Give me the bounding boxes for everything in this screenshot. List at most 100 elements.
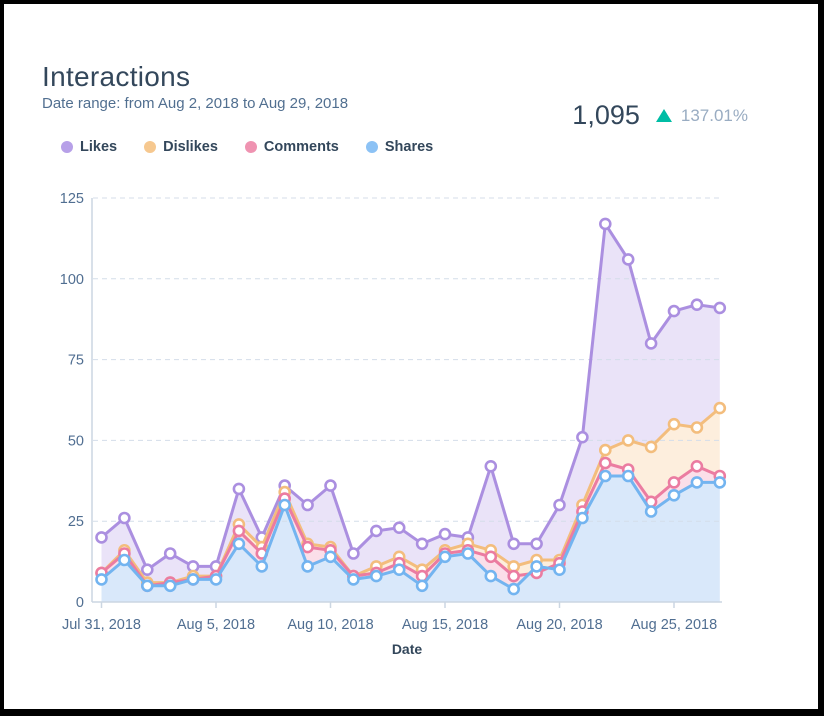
dislikes-point-26[interactable]	[690, 421, 704, 434]
shares-line	[100, 474, 722, 591]
shares-point-2[interactable]	[141, 579, 154, 593]
shares-point-27[interactable]	[713, 476, 727, 489]
likes-point-9[interactable]	[301, 498, 314, 512]
y-tick-label: 75	[68, 353, 84, 369]
shares-point-3[interactable]	[163, 579, 177, 593]
legend-label: Likes	[80, 139, 118, 155]
likes-point-15[interactable]	[438, 527, 452, 541]
likes-point-22[interactable]	[598, 217, 612, 231]
legend-item-likes[interactable]: Likes	[61, 139, 117, 155]
likes-point-17[interactable]	[484, 459, 498, 473]
increase-arrow-icon	[655, 109, 672, 122]
likes-point-24[interactable]	[644, 337, 658, 350]
comments-point-17[interactable]	[484, 550, 498, 564]
likes-point-19[interactable]	[530, 537, 543, 551]
shares-point-11[interactable]	[347, 573, 360, 586]
likes-point-27[interactable]	[713, 301, 727, 315]
shares-point-16[interactable]	[461, 547, 475, 560]
shares-point-21[interactable]	[576, 511, 589, 525]
shares-point-1[interactable]	[118, 553, 131, 567]
shares-point-14[interactable]	[415, 579, 429, 593]
likes-point-1[interactable]	[118, 511, 131, 525]
comments-point-6[interactable]	[232, 524, 246, 538]
date-range-subtitle: Date range: from Aug 2, 2018 to Aug 29, …	[42, 95, 349, 112]
y-tick-label: 125	[60, 191, 84, 207]
comments-point-26[interactable]	[690, 459, 704, 473]
interactions-chart[interactable]: Jul 31, 2018 Aug 5, 2018 Aug 10, 2018 Aug 1…	[4, 174, 824, 674]
x-tick-label: Jul 31, 2018	[62, 617, 141, 633]
legend-label: Shares	[384, 139, 434, 155]
x-axis-title: Date	[391, 641, 423, 657]
likes-area-fill	[101, 223, 720, 583]
likes-point-26[interactable]	[690, 298, 704, 311]
shares-point-4[interactable]	[186, 573, 200, 586]
dislikes-point-22[interactable]	[598, 443, 612, 457]
shares-legend-dot-icon	[365, 141, 378, 153]
likes-point-25[interactable]	[667, 304, 681, 318]
shares-point-7[interactable]	[255, 560, 269, 573]
x-tick-label: Aug 15, 2018	[402, 617, 488, 633]
comments-point-22[interactable]	[598, 456, 612, 470]
comments-point-18[interactable]	[507, 569, 521, 583]
shares-point-19[interactable]	[530, 560, 543, 573]
legend-item-shares[interactable]: Shares	[365, 139, 434, 155]
legend-label: Dislikes	[163, 139, 218, 155]
x-tick-label: Aug 5, 2018	[177, 617, 255, 633]
shares-point-6[interactable]	[232, 537, 246, 551]
shares-point-8[interactable]	[278, 498, 292, 512]
shares-point-10[interactable]	[324, 550, 337, 564]
comments-point-25[interactable]	[667, 476, 681, 489]
legend-label: Comments	[263, 139, 339, 155]
likes-legend-dot-icon	[61, 141, 73, 153]
likes-point-20[interactable]	[553, 498, 566, 512]
dislikes-point-27[interactable]	[713, 401, 727, 415]
dislikes-point-24[interactable]	[644, 440, 658, 454]
y-tick-label: 100	[60, 272, 84, 288]
likes-point-0[interactable]	[95, 531, 108, 544]
likes-point-10[interactable]	[324, 479, 337, 492]
shares-point-26[interactable]	[690, 476, 704, 489]
likes-point-3[interactable]	[163, 547, 177, 560]
shares-point-9[interactable]	[301, 560, 314, 573]
shares-point-15[interactable]	[438, 550, 452, 564]
total-value: 1,095	[572, 100, 640, 130]
shares-point-25[interactable]	[667, 488, 681, 502]
y-tick-label: 25	[68, 514, 84, 530]
shares-point-13[interactable]	[392, 563, 406, 577]
chart-legend: Likes Dislikes Comments Shares	[61, 139, 433, 155]
legend-item-dislikes[interactable]: Dislikes	[144, 139, 218, 155]
page-title: Interactions	[42, 60, 191, 92]
comments-legend-dot-icon	[244, 141, 257, 153]
likes-point-23[interactable]	[621, 253, 635, 266]
comments-point-9[interactable]	[301, 540, 314, 554]
legend-item-comments[interactable]: Comments	[244, 139, 339, 155]
likes-point-11[interactable]	[347, 547, 360, 560]
shares-point-23[interactable]	[621, 469, 635, 483]
shares-point-5[interactable]	[209, 573, 223, 586]
y-tick-label: 0	[76, 595, 84, 611]
likes-point-21[interactable]	[576, 430, 589, 444]
likes-point-12[interactable]	[369, 524, 383, 538]
dislikes-point-25[interactable]	[667, 417, 681, 431]
dislikes-point-23[interactable]	[621, 434, 635, 447]
shares-point-12[interactable]	[369, 569, 383, 583]
likes-point-2[interactable]	[141, 563, 154, 577]
likes-point-14[interactable]	[415, 537, 429, 551]
area-chart-canvas[interactable]: Jul 31, 2018 Aug 5, 2018 Aug 10, 2018 Aug 1…	[4, 174, 824, 674]
likes-point-18[interactable]	[507, 537, 521, 551]
y-tick-label: 50	[68, 433, 84, 449]
likes-point-6[interactable]	[232, 482, 246, 496]
shares-point-0[interactable]	[95, 573, 108, 586]
x-tick-label: Aug 10, 2018	[287, 617, 373, 633]
shares-point-17[interactable]	[484, 569, 498, 583]
comments-area-fill	[101, 463, 720, 590]
shares-point-22[interactable]	[598, 469, 612, 483]
shares-point-20[interactable]	[553, 563, 566, 577]
shares-point-18[interactable]	[507, 582, 521, 596]
dislikes-line	[100, 406, 722, 585]
likes-point-13[interactable]	[392, 521, 406, 535]
likes-line	[100, 222, 722, 572]
shares-point-24[interactable]	[644, 505, 658, 518]
x-tick-label: Aug 25, 2018	[631, 617, 717, 633]
